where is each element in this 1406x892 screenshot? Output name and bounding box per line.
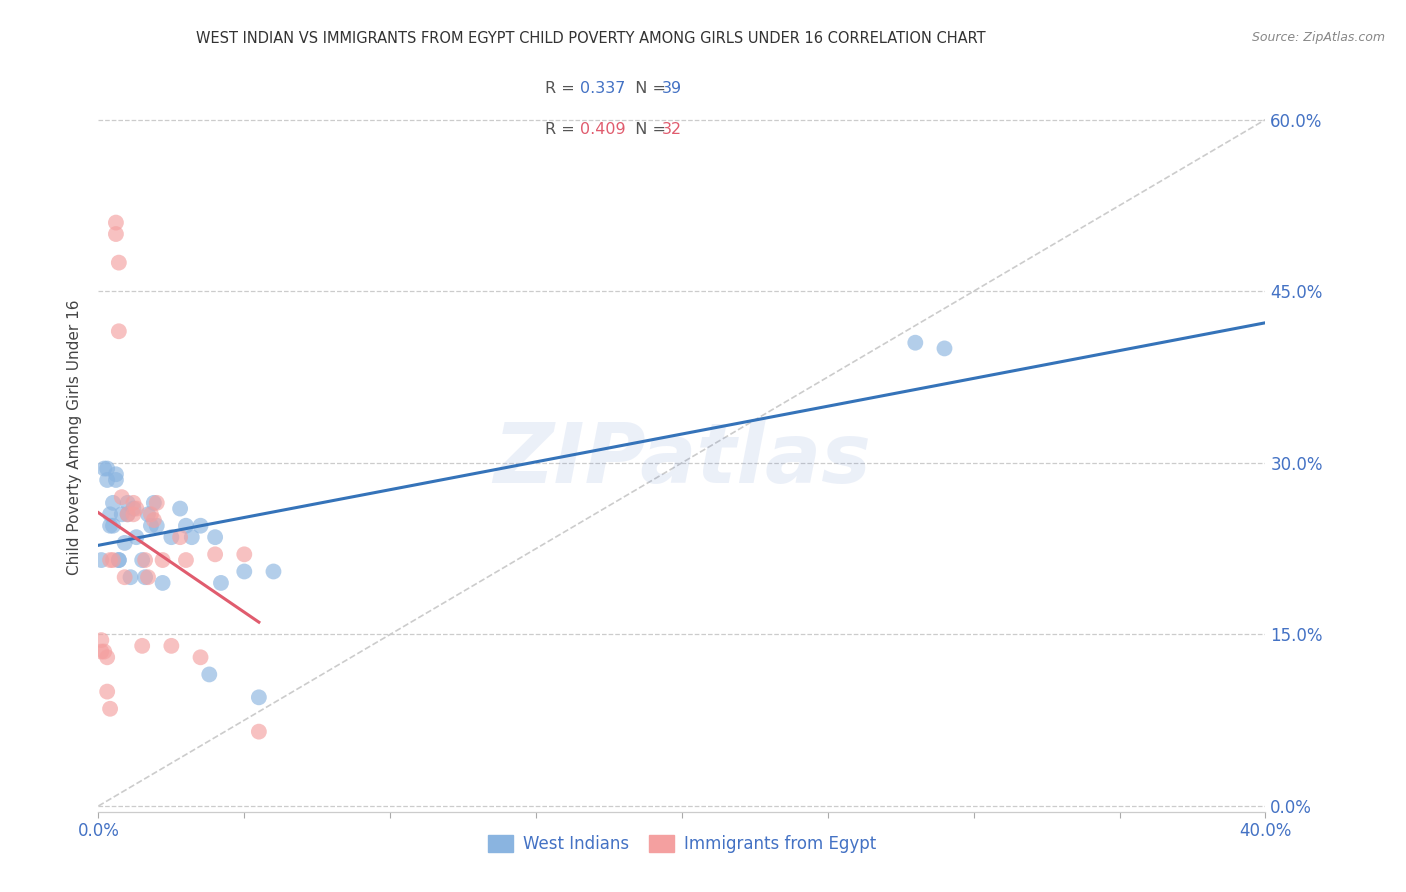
Point: [122, 496, 145, 510]
Point: [117, 508, 139, 522]
Point: [247, 724, 270, 739]
Point: [139, 508, 162, 522]
Point: [125, 530, 148, 544]
Point: [104, 467, 127, 482]
Text: 0.337: 0.337: [581, 81, 626, 96]
Point: [96, 650, 118, 665]
Point: [108, 553, 131, 567]
Point: [160, 530, 183, 544]
Point: [198, 667, 221, 681]
Point: [169, 530, 191, 544]
Point: [146, 496, 169, 510]
Point: [934, 342, 956, 356]
Point: [160, 639, 183, 653]
Point: [96, 473, 118, 487]
Text: N =: N =: [624, 122, 671, 137]
Point: [174, 553, 197, 567]
Text: N =: N =: [624, 81, 671, 96]
Point: [90, 553, 112, 567]
Point: [190, 518, 212, 533]
Text: 32: 32: [662, 122, 682, 137]
Point: [98, 702, 121, 716]
Point: [146, 518, 169, 533]
Point: [101, 518, 124, 533]
Point: [120, 570, 142, 584]
Y-axis label: Child Poverty Among Girls Under 16: Child Poverty Among Girls Under 16: [66, 300, 82, 574]
Text: ZIPatlas: ZIPatlas: [494, 419, 870, 500]
Point: [152, 576, 174, 591]
Point: [131, 639, 153, 653]
Point: [134, 570, 156, 584]
Point: [904, 335, 927, 350]
Text: R =: R =: [546, 122, 581, 137]
Point: [104, 216, 127, 230]
Point: [117, 508, 139, 522]
Point: [131, 553, 153, 567]
Point: [98, 553, 121, 567]
Point: [142, 513, 165, 527]
Point: [209, 576, 232, 591]
Text: WEST INDIAN VS IMMIGRANTS FROM EGYPT CHILD POVERTY AMONG GIRLS UNDER 16 CORRELAT: WEST INDIAN VS IMMIGRANTS FROM EGYPT CHI…: [195, 31, 986, 46]
Point: [96, 461, 118, 475]
Point: [114, 536, 136, 550]
Point: [247, 690, 270, 705]
Point: [190, 650, 212, 665]
Legend: West Indians, Immigrants from Egypt: West Indians, Immigrants from Egypt: [481, 828, 883, 860]
Point: [139, 518, 162, 533]
Text: R =: R =: [546, 81, 581, 96]
Point: [104, 473, 127, 487]
Point: [262, 565, 284, 579]
Point: [204, 530, 226, 544]
Point: [93, 461, 115, 475]
Point: [134, 553, 156, 567]
Point: [169, 501, 191, 516]
Point: [117, 496, 139, 510]
Point: [111, 490, 134, 504]
Point: [111, 508, 134, 522]
Point: [108, 553, 131, 567]
Point: [180, 530, 202, 544]
Text: 39: 39: [662, 81, 682, 96]
Point: [136, 508, 159, 522]
Point: [204, 547, 226, 561]
Text: 0.409: 0.409: [581, 122, 626, 137]
Point: [233, 565, 256, 579]
Point: [152, 553, 174, 567]
Point: [98, 518, 121, 533]
Point: [136, 570, 159, 584]
Point: [90, 633, 112, 648]
Point: [122, 501, 145, 516]
Point: [108, 324, 131, 338]
Point: [93, 644, 115, 658]
Point: [104, 227, 127, 241]
Text: Source: ZipAtlas.com: Source: ZipAtlas.com: [1251, 31, 1385, 45]
Point: [114, 570, 136, 584]
Point: [96, 684, 118, 698]
Point: [101, 496, 124, 510]
Point: [142, 496, 165, 510]
Point: [174, 518, 197, 533]
Point: [122, 508, 145, 522]
Point: [233, 547, 256, 561]
Point: [90, 644, 112, 658]
Point: [125, 501, 148, 516]
Point: [98, 508, 121, 522]
Point: [108, 255, 131, 269]
Point: [101, 553, 124, 567]
